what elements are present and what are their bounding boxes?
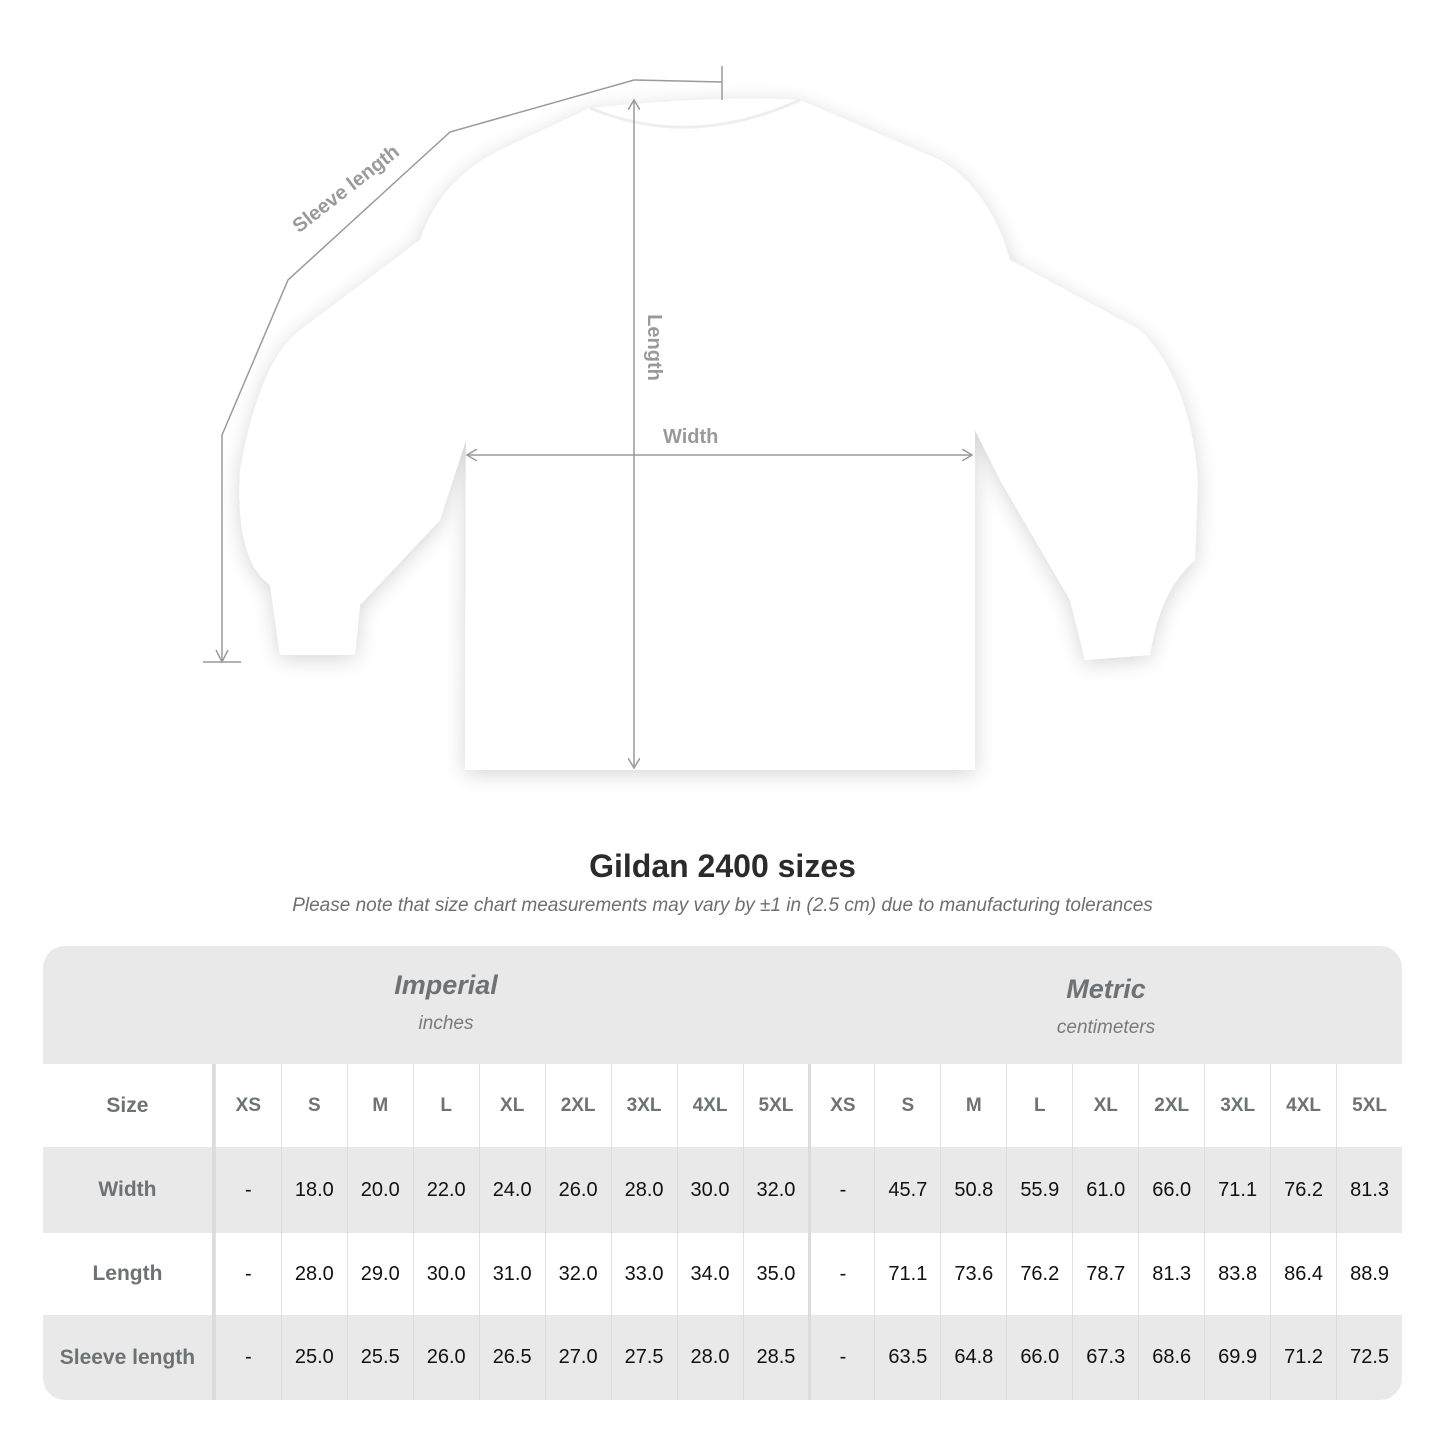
imperial-value: 25.5 [346, 1315, 413, 1400]
size-header-metric: 5XL [1336, 1064, 1402, 1147]
metric-value: - [808, 1233, 874, 1315]
size-header-imperial: 5XL [742, 1064, 809, 1147]
imperial-value: 26.0 [412, 1315, 479, 1400]
imperial-value: 28.0 [280, 1233, 347, 1315]
size-header-imperial: L [412, 1064, 479, 1147]
metric-value: 45.7 [874, 1147, 940, 1233]
imperial-value: 20.0 [346, 1147, 413, 1233]
metric-value: 55.9 [1006, 1147, 1072, 1233]
size-header-metric: 4XL [1270, 1064, 1336, 1147]
imperial-value: 28.0 [676, 1315, 743, 1400]
imperial-value: 32.0 [742, 1147, 809, 1233]
metric-value: 76.2 [1006, 1233, 1072, 1315]
metric-value: 71.1 [874, 1233, 940, 1315]
imperial-value: 33.0 [610, 1233, 677, 1315]
metric-header: Metric centimeters [810, 974, 1402, 1039]
unit-header-band: Imperial inches Metric centimeters [43, 946, 1402, 1064]
imperial-value: 30.0 [676, 1147, 743, 1233]
metric-value: 67.3 [1072, 1315, 1138, 1400]
size-header-metric: L [1006, 1064, 1072, 1147]
metric-value: 86.4 [1270, 1233, 1336, 1315]
metric-value: 72.5 [1336, 1315, 1402, 1400]
imperial-value: 18.0 [280, 1147, 347, 1233]
imperial-value: 30.0 [412, 1233, 479, 1315]
row-label: Length [43, 1233, 215, 1315]
size-header-imperial: M [346, 1064, 413, 1147]
size-header-imperial: XS [214, 1064, 281, 1147]
metric-value: 83.8 [1204, 1233, 1270, 1315]
table-row: Sleeve length -25.0 25.5 26.0 26.5 27.0 27.5 28… [43, 1315, 1402, 1400]
size-header-imperial: 2XL [544, 1064, 611, 1147]
size-header-metric: M [940, 1064, 1006, 1147]
metric-value: 61.0 [1072, 1147, 1138, 1233]
size-header-imperial: XL [478, 1064, 545, 1147]
size-label: Size [43, 1064, 215, 1147]
metric-value: 68.6 [1138, 1315, 1204, 1400]
row-label: Sleeve length [43, 1315, 215, 1400]
table-row: Length -28.0 29.0 30.0 31.0 32.0 33.0 34.0 35.0-… [43, 1233, 1402, 1315]
imperial-title: Imperial [394, 970, 498, 1000]
imperial-value: 24.0 [478, 1147, 545, 1233]
metric-value: 64.8 [940, 1315, 1006, 1400]
imperial-value: 27.5 [610, 1315, 677, 1400]
imperial-value: 26.0 [544, 1147, 611, 1233]
imperial-unit: inches [418, 1013, 474, 1034]
metric-value: 71.1 [1204, 1147, 1270, 1233]
width-label: Width [663, 426, 719, 448]
row-label: Width [43, 1147, 215, 1233]
metric-value: 81.3 [1138, 1233, 1204, 1315]
imperial-value: 28.5 [742, 1315, 809, 1400]
metric-value: - [808, 1147, 874, 1233]
imperial-value: 31.0 [478, 1233, 545, 1315]
size-header-imperial: 4XL [676, 1064, 743, 1147]
metric-value: 63.5 [874, 1315, 940, 1400]
metric-value: 78.7 [1072, 1233, 1138, 1315]
metric-value: 88.9 [1336, 1233, 1402, 1315]
imperial-header: Imperial inches [215, 970, 677, 1035]
metric-value: 66.0 [1006, 1315, 1072, 1400]
table-row: Width -18.0 20.0 22.0 24.0 26.0 28.0 30.0 32.0-4… [43, 1147, 1402, 1233]
metric-title: Metric [1066, 974, 1146, 1004]
imperial-value: - [214, 1147, 281, 1233]
metric-value: 71.2 [1270, 1315, 1336, 1400]
size-header-imperial: S [280, 1064, 347, 1147]
metric-value: 81.3 [1336, 1147, 1402, 1233]
shirt-shape [239, 98, 1198, 771]
imperial-value: 35.0 [742, 1233, 809, 1315]
imperial-value: 22.0 [412, 1147, 479, 1233]
size-header-metric: S [874, 1064, 940, 1147]
size-header-metric: XL [1072, 1064, 1138, 1147]
imperial-value: 25.0 [280, 1315, 347, 1400]
metric-value: 50.8 [940, 1147, 1006, 1233]
metric-value: 76.2 [1270, 1147, 1336, 1233]
imperial-value: - [214, 1315, 281, 1400]
metric-unit: centimeters [1056, 1017, 1156, 1038]
size-table: Imperial inches Metric centimeters Size X… [43, 946, 1402, 1400]
size-header-metric: 3XL [1204, 1064, 1270, 1147]
page-title: Gildan 2400 sizes [589, 848, 856, 884]
size-header-row: Size XS S M L XL 2XL 3XL 4XL 5XL XS S M L XL 2XL 3XL 4XL 5… [43, 1064, 1402, 1147]
tolerance-note: Please note that size chart measurements… [292, 895, 1153, 916]
length-label: Length [642, 314, 665, 381]
imperial-value: 29.0 [346, 1233, 413, 1315]
metric-value: 73.6 [940, 1233, 1006, 1315]
imperial-value: - [214, 1233, 281, 1315]
sleeve-measure-line [203, 66, 723, 664]
imperial-value: 34.0 [676, 1233, 743, 1315]
shirt-diagram: Sleeve length Length Width [203, 66, 1198, 771]
size-header-metric: 2XL [1138, 1064, 1204, 1147]
metric-value: 69.9 [1204, 1315, 1270, 1400]
metric-value: 66.0 [1138, 1147, 1204, 1233]
size-header-imperial: 3XL [610, 1064, 677, 1147]
shirt-illustration [203, 66, 1198, 771]
imperial-value: 26.5 [478, 1315, 545, 1400]
size-header-metric: XS [808, 1064, 874, 1147]
imperial-value: 27.0 [544, 1315, 611, 1400]
imperial-value: 32.0 [544, 1233, 611, 1315]
metric-value: - [808, 1315, 874, 1400]
imperial-value: 28.0 [610, 1147, 677, 1233]
